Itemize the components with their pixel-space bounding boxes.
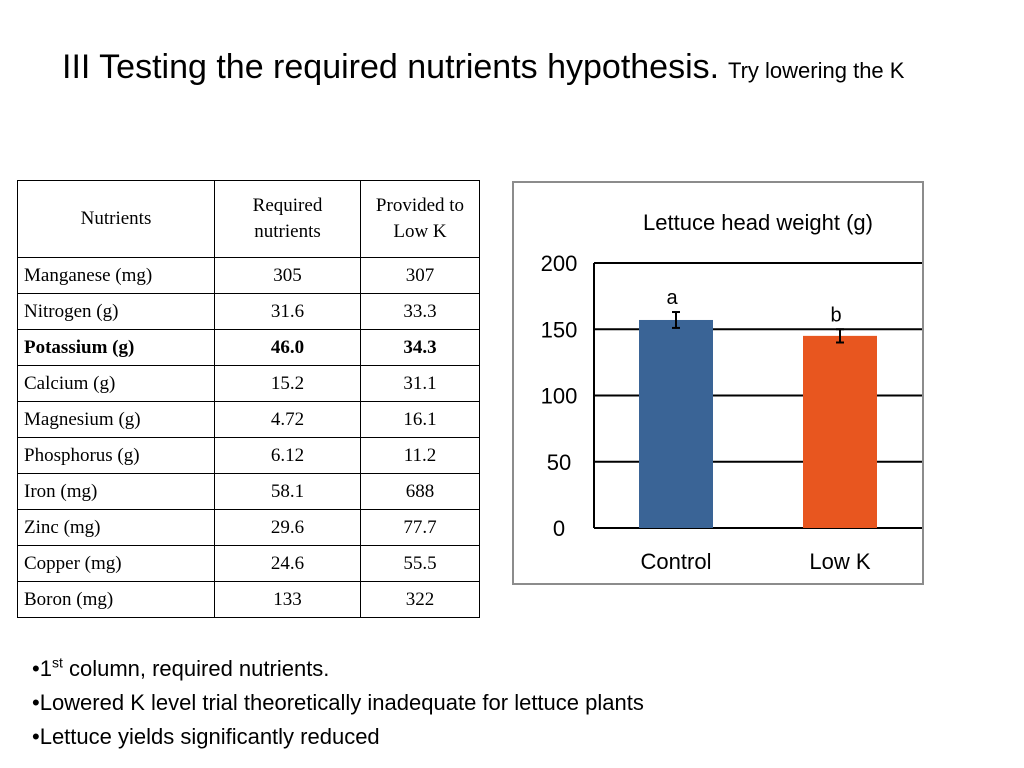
chart-y-ticks: 0 50 100 150 200: [541, 251, 578, 541]
required-cell: 133: [214, 581, 361, 618]
table-row: Phosphorus (g) 6.12 11.2: [17, 437, 480, 474]
nutrient-cell: Nitrogen (g): [17, 293, 215, 330]
bullet-item: Lettuce yields significantly reduced: [32, 720, 644, 754]
nutrient-cell: Magnesium (g): [17, 401, 215, 438]
chart-title: Lettuce head weight (g): [643, 210, 873, 235]
slide-title-main: III Testing the required nutrients hypot…: [62, 48, 720, 86]
nutrient-table: Nutrients Required nutrients Provided to…: [17, 180, 480, 618]
provided-cell: 16.1: [360, 401, 480, 438]
required-cell: 4.72: [214, 401, 361, 438]
required-cell: 31.6: [214, 293, 361, 330]
required-cell: 29.6: [214, 509, 361, 546]
bar-control: [639, 319, 713, 528]
bullet-superscript: st: [51, 654, 63, 671]
table-body: Manganese (mg) 305 307 Nitrogen (g) 31.6 33.3…: [17, 257, 480, 618]
table-row: Manganese (mg) 305 307: [17, 257, 480, 294]
table-row: Boron (mg) 133 322: [17, 581, 480, 618]
provided-cell: 33.3: [360, 293, 480, 330]
required-cell: 15.2: [214, 365, 361, 402]
header-required: Required nutrients: [214, 180, 361, 258]
lettuce-weight-chart: Lettuce head weight (g) 0 50 100 150 200 a Co…: [512, 181, 924, 585]
y-tick-label: 0: [553, 516, 565, 541]
required-cell: 24.6: [214, 545, 361, 582]
bullet-text: Lettuce yields significantly reduced: [39, 724, 380, 749]
table-row: Calcium (g) 15.2 31.1: [17, 365, 480, 402]
provided-cell: 11.2: [360, 437, 480, 474]
table-row: Zinc (mg) 29.6 77.7: [17, 509, 480, 546]
header-provided: Provided to Low K: [360, 180, 480, 258]
required-cell: 305: [214, 257, 361, 294]
x-category-label: Control: [641, 549, 712, 574]
nutrient-cell: Copper (mg): [17, 545, 215, 582]
bullet-list: 1st column, required nutrients. Lowered K…: [32, 652, 644, 754]
table-row: Magnesium (g) 4.72 16.1: [17, 401, 480, 438]
y-tick-label: 50: [547, 450, 571, 475]
provided-cell: 77.7: [360, 509, 480, 546]
nutrient-cell: Manganese (mg): [17, 257, 215, 294]
table-row: Iron (mg) 58.1 688: [17, 473, 480, 510]
table-row: Nitrogen (g) 31.6 33.3: [17, 293, 480, 330]
slide-title: III Testing the required nutrients hypot…: [62, 44, 982, 94]
nutrient-cell: Zinc (mg): [17, 509, 215, 546]
bullet-text: 1: [39, 656, 52, 681]
table-header-row: Nutrients Required nutrients Provided to…: [17, 180, 480, 258]
chart-svg: Lettuce head weight (g) 0 50 100 150 200 a Co…: [541, 210, 922, 574]
nutrient-cell: Potassium (g): [17, 329, 215, 366]
provided-cell: 55.5: [360, 545, 480, 582]
nutrient-cell: Calcium (g): [17, 365, 215, 402]
significance-label: a: [666, 287, 678, 309]
y-tick-label: 100: [541, 384, 578, 409]
provided-cell: 688: [360, 473, 480, 510]
y-tick-label: 150: [541, 317, 578, 342]
slide-title-sub: Try lowering the K: [727, 58, 905, 83]
y-tick-label: 200: [541, 251, 578, 276]
bullet-item: Lowered K level trial theoretically inad…: [32, 686, 644, 720]
bullet-text-rest: column, required nutrients.: [62, 656, 330, 681]
provided-cell: 34.3: [360, 329, 480, 366]
bar-low-k: [803, 335, 877, 528]
x-category-label: Low K: [809, 549, 870, 574]
provided-cell: 322: [360, 581, 480, 618]
significance-label: b: [830, 304, 841, 326]
bullet-item: 1st column, required nutrients.: [32, 652, 644, 686]
provided-cell: 31.1: [360, 365, 480, 402]
required-cell: 6.12: [214, 437, 361, 474]
bullet-text: Lowered K level trial theoretically inad…: [39, 690, 644, 715]
required-cell: 58.1: [214, 473, 361, 510]
provided-cell: 307: [360, 257, 480, 294]
nutrient-cell: Phosphorus (g): [17, 437, 215, 474]
required-cell: 46.0: [214, 329, 361, 366]
nutrient-cell: Boron (mg): [17, 581, 215, 618]
header-nutrients: Nutrients: [17, 180, 215, 258]
nutrient-cell: Iron (mg): [17, 473, 215, 510]
table-row: Potassium (g) 46.0 34.3: [17, 329, 480, 366]
table-row: Copper (mg) 24.6 55.5: [17, 545, 480, 582]
chart-bars: a Control b Low K: [639, 287, 877, 574]
